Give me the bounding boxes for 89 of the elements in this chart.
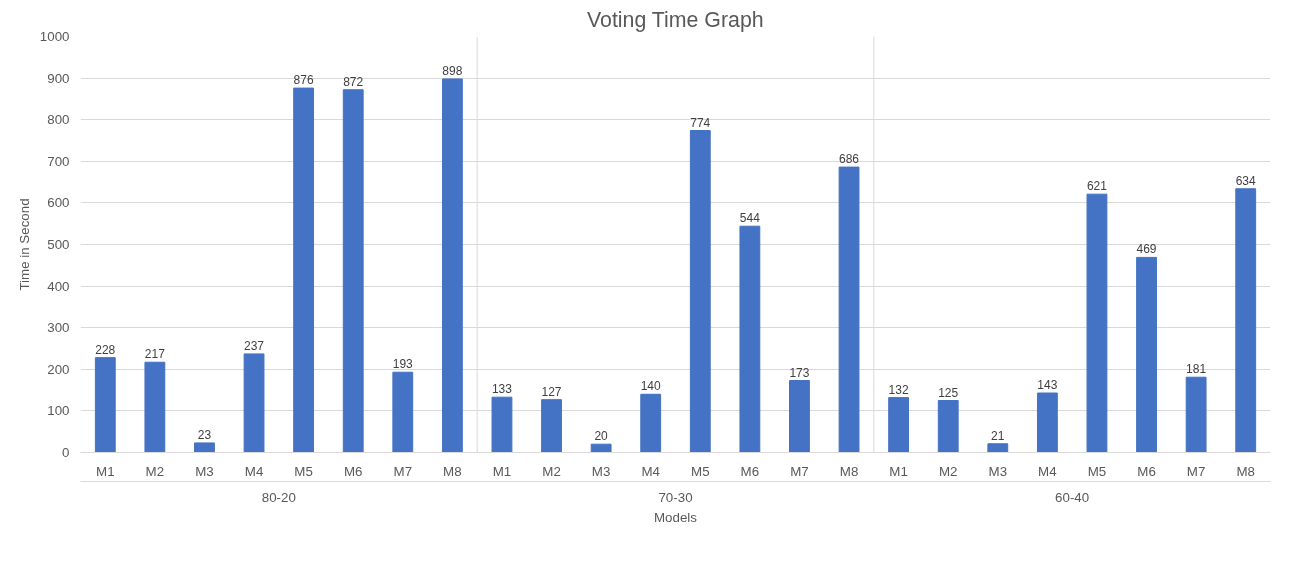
bar <box>144 361 166 453</box>
chart-title: Voting Time Graph <box>586 7 764 32</box>
x-tick-label: M4 <box>641 463 661 479</box>
x-tick-label: M3 <box>988 463 1008 479</box>
text: 80-20 <box>261 489 296 505</box>
bar <box>987 443 1009 453</box>
y-tick-label: 500 <box>47 237 70 252</box>
x-tick-label: M5 <box>691 463 710 479</box>
bar <box>392 371 414 453</box>
bar <box>838 166 860 453</box>
y-tick-label: 800 <box>47 112 70 128</box>
x-tick-label: M7 <box>393 463 413 479</box>
data-label: 133 <box>491 382 513 397</box>
bar <box>888 397 910 453</box>
y-axis-title: Time in Second <box>16 198 32 291</box>
bar <box>541 399 562 453</box>
bar <box>293 87 315 453</box>
data-label: 23 <box>197 427 212 442</box>
bar <box>1185 376 1207 453</box>
data-label: 143 <box>1037 378 1058 393</box>
text: 70-30 <box>658 489 693 505</box>
data-label: 21 <box>991 428 1005 443</box>
bar <box>1036 392 1058 453</box>
data-label: 898 <box>442 63 463 78</box>
data-label: 544 <box>739 211 761 226</box>
bar <box>789 380 810 453</box>
data-label: 621 <box>1086 179 1108 194</box>
data-label: 872 <box>343 74 364 89</box>
x-tick-label: M1 <box>492 463 512 479</box>
bar <box>1086 193 1108 453</box>
bar <box>194 442 215 453</box>
x-tick-label: M1 <box>96 463 115 479</box>
bar <box>590 443 612 453</box>
y-tick-label: 600 <box>47 195 70 211</box>
data-label: 686 <box>839 152 860 167</box>
data-label: 193 <box>392 357 414 372</box>
y-tick-label: 300 <box>47 320 70 336</box>
data-label: 774 <box>690 115 711 130</box>
x-tick-label: M8 <box>1236 463 1255 479</box>
x-axis-title: Models <box>654 509 698 525</box>
x-tick-label: M7 <box>790 463 809 479</box>
y-tick-label: 1000 <box>39 29 70 44</box>
x-tick-label: M6 <box>1137 463 1156 479</box>
y-tick-label: 100 <box>47 403 70 419</box>
data-label: 228 <box>95 342 116 357</box>
x-tick-label: M2 <box>145 463 165 479</box>
bar <box>1235 188 1257 453</box>
data-label: 132 <box>888 382 909 397</box>
x-tick-label: M3 <box>195 463 214 479</box>
data-label: 125 <box>938 385 959 400</box>
data-label: 469 <box>1136 242 1157 257</box>
x-tick-label: M5 <box>1087 463 1107 479</box>
bar <box>491 396 513 453</box>
bar <box>689 130 711 453</box>
x-tick-label: M6 <box>740 463 760 479</box>
data-label: 173 <box>789 365 810 380</box>
bar <box>1136 256 1157 453</box>
x-tick-label: M8 <box>443 463 462 479</box>
x-tick-label: M6 <box>343 463 363 479</box>
y-tick-label: 200 <box>47 361 70 377</box>
x-tick-label: M1 <box>889 463 908 479</box>
data-label: 217 <box>144 347 166 362</box>
bar <box>640 393 662 453</box>
x-tick-label: M2 <box>542 463 561 479</box>
data-label: 634 <box>1235 173 1257 188</box>
y-tick-label: 900 <box>47 70 70 86</box>
bar <box>94 357 116 453</box>
x-tick-label: M2 <box>938 463 958 479</box>
data-label: 20 <box>594 429 609 444</box>
y-tick-label: 400 <box>47 278 70 294</box>
data-label: 237 <box>244 338 265 353</box>
data-label: 127 <box>541 384 562 399</box>
bar <box>441 78 463 453</box>
x-tick-label: M4 <box>244 463 264 479</box>
data-label: 140 <box>640 379 662 394</box>
text: 60-40 <box>1055 489 1090 505</box>
data-label: 876 <box>293 73 314 88</box>
bar <box>739 225 761 453</box>
bar <box>243 353 265 453</box>
x-tick-label: M5 <box>294 463 313 479</box>
bar <box>937 400 959 453</box>
y-tick-label: 700 <box>47 153 70 169</box>
x-tick-label: M7 <box>1186 463 1206 479</box>
x-tick-label: M8 <box>839 463 859 479</box>
bar <box>342 89 364 453</box>
y-tick-label: 0 <box>62 445 70 460</box>
data-label: 181 <box>1186 362 1207 377</box>
x-tick-label: M4 <box>1038 463 1058 479</box>
x-tick-label: M3 <box>591 463 611 479</box>
